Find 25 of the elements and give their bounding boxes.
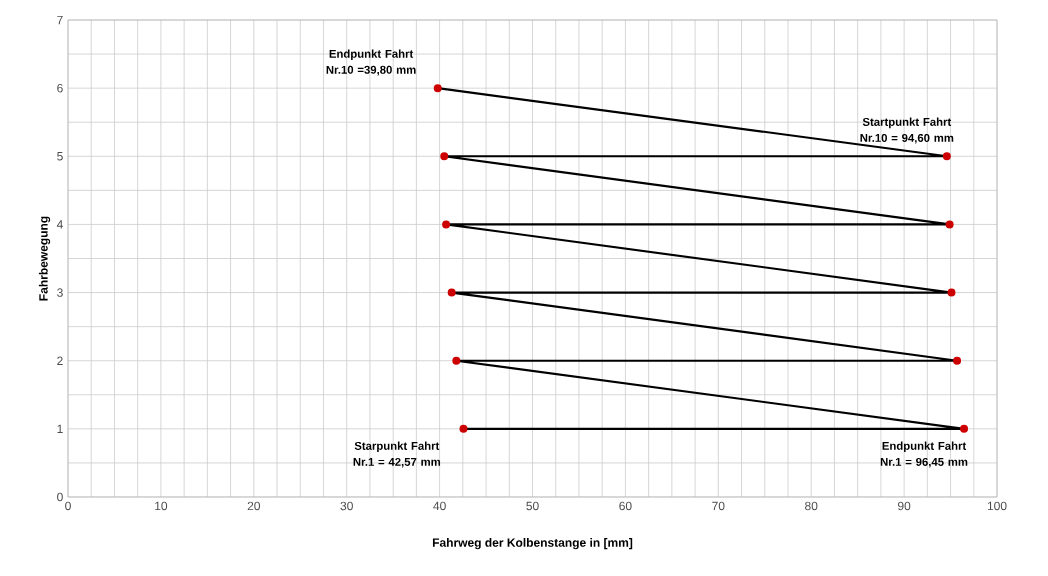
x-tick-label: 50 [526,501,539,511]
annotation: Starpunkt Fahrt Nr.1 = 42,57 mm [353,441,441,468]
x-tick-label: 60 [619,501,632,511]
annotation: Endpunkt Fahrt Nr.1 = 96,45 mm [880,441,968,468]
x-tick-label: 10 [155,501,168,511]
y-tick-label: 2 [57,356,63,365]
x-tick-label: 80 [805,501,818,511]
x-tick-label: 100 [987,501,1007,511]
x-tick-label: 90 [898,501,911,511]
x-tick-label: 70 [712,501,725,511]
annotation: Startpunkt Fahrt Nr.10 = 94,60 mm [860,117,954,144]
y-tick-label: 6 [57,83,63,93]
x-tick-label: 20 [247,501,261,511]
y-tick-label: 3 [57,288,63,297]
x-tick-label: 40 [433,501,446,511]
x-tick-label: 0 [65,501,71,511]
y-tick-label: 0 [57,492,63,502]
y-tick-label: 1 [57,424,63,433]
y-tick-label: 4 [56,220,63,229]
x-axis-title: Fahrweg der Kolbenstange in [mm] [432,538,633,550]
y-tick-label: 5 [57,152,63,161]
annotation: Endpunkt Fahrt Nr.10 =39,80 mm [326,49,416,76]
x-tick-label: 30 [340,501,353,511]
y-tick-label: 7 [57,15,63,25]
y-axis-title: Fahrbewegung [38,216,51,301]
